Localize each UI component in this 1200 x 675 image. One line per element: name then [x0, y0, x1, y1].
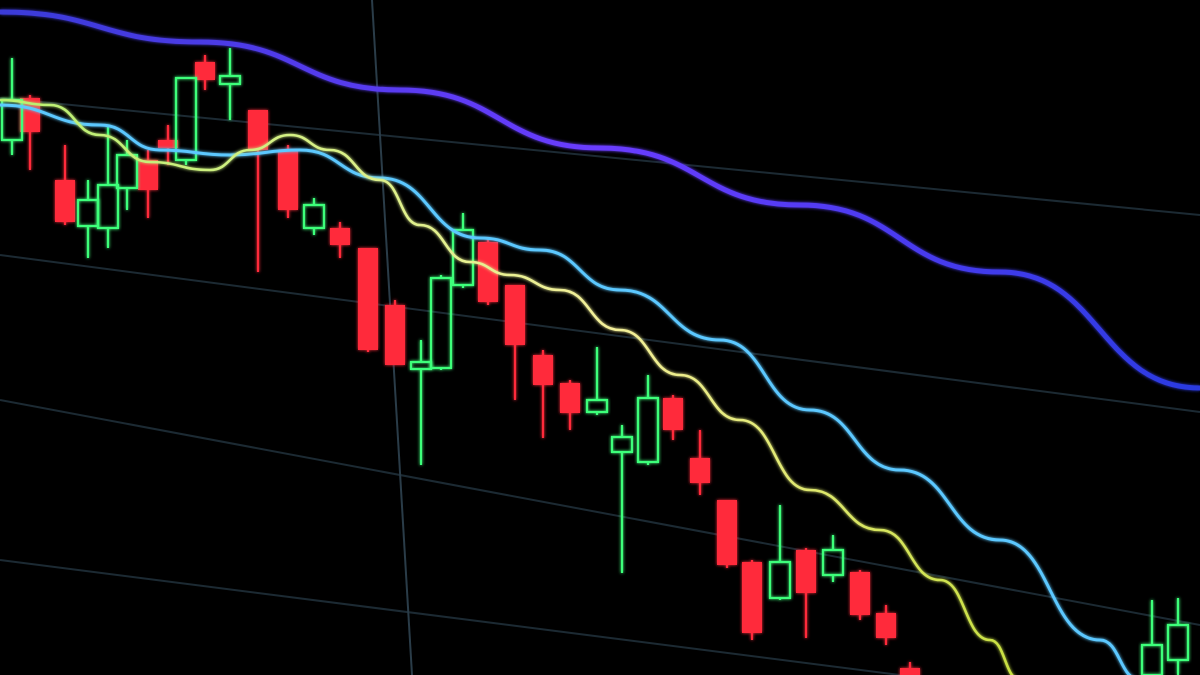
bullish-candle	[302, 198, 326, 235]
gridline	[0, 559, 901, 675]
gridline	[0, 254, 1200, 413]
bearish-candle	[195, 55, 215, 90]
bullish-candle	[821, 535, 845, 582]
bullish-candle	[1166, 598, 1190, 675]
bearish-candle	[385, 300, 405, 365]
bearish-candle	[717, 500, 737, 568]
bearish-candle	[505, 285, 525, 400]
bullish-candle	[636, 375, 660, 465]
gridline	[0, 97, 1200, 216]
moving-average-lines	[0, 9, 1200, 675]
bearish-candle	[533, 350, 553, 438]
bullish-candle	[768, 505, 792, 600]
bearish-candle	[876, 605, 896, 645]
bearish-candle	[900, 662, 920, 675]
bearish-candle	[330, 222, 350, 258]
bullish-candle	[1140, 600, 1164, 675]
bullish-candle	[610, 425, 634, 573]
bearish-candle	[796, 548, 816, 638]
bearish-candle	[690, 430, 710, 495]
bearish-candle	[478, 238, 498, 305]
bearish-candle	[138, 150, 158, 218]
short-moving-average-line	[0, 98, 1014, 675]
bearish-candle	[358, 248, 378, 352]
bearish-candle	[560, 380, 580, 430]
bearish-candle	[248, 110, 268, 272]
bearish-candle	[278, 145, 298, 218]
long-moving-average-line	[0, 9, 1200, 391]
candles	[0, 48, 1190, 675]
bearish-candle	[55, 145, 75, 225]
bearish-candle	[850, 570, 870, 620]
bullish-candle	[429, 275, 453, 370]
bearish-candle	[663, 395, 683, 440]
bullish-candle	[451, 213, 475, 288]
bearish-candle	[742, 560, 762, 640]
bullish-candle	[115, 140, 139, 210]
bullish-candle	[218, 48, 242, 120]
gridline	[0, 399, 1200, 626]
bullish-candle	[585, 347, 609, 415]
bullish-candle	[174, 76, 198, 165]
mid-moving-average-line	[0, 103, 1132, 675]
